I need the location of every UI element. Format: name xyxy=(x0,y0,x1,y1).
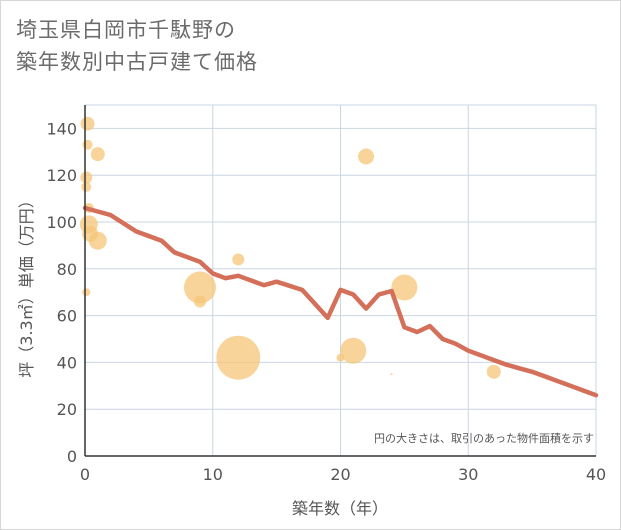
scatter-point xyxy=(340,337,367,364)
scatter-point xyxy=(193,295,206,308)
scatter-point xyxy=(82,139,93,150)
axis-layer: 0 20 40 60 80 100 120 140 0 10 20 30 40 xyxy=(46,105,606,484)
y-tick-label: 60 xyxy=(57,307,77,326)
scatter-point xyxy=(486,364,501,379)
y-tick-label: 100 xyxy=(46,213,77,232)
x-tick-label: 10 xyxy=(203,465,223,484)
y-tick-label: 140 xyxy=(46,119,77,138)
scatter-point xyxy=(88,231,107,250)
scatter-point xyxy=(358,148,375,165)
y-tick-label: 120 xyxy=(46,166,77,185)
title-line-2: 築年数別中古戸建て価格 xyxy=(16,50,258,74)
scatter-point xyxy=(232,253,245,266)
title-line-1: 埼玉県白岡市千駄野の xyxy=(16,18,236,42)
scatter-point xyxy=(80,171,93,184)
x-tick-label: 0 xyxy=(80,465,90,484)
scatter-point xyxy=(82,288,91,297)
line-layer xyxy=(82,205,599,398)
scatter-point xyxy=(80,116,95,131)
bubble-size-note: 円の大きさは、取引のあった物件面積を示す xyxy=(374,431,594,445)
x-tick-label: 40 xyxy=(586,465,606,484)
y-tick-label: 40 xyxy=(57,353,77,372)
x-tick-label: 20 xyxy=(330,465,350,484)
chart-title: 埼玉県白岡市千駄野の 築年数別中古戸建て価格 xyxy=(16,14,258,78)
scatter-point xyxy=(216,335,261,380)
y-tick-label: 20 xyxy=(57,400,77,419)
y-axis-label: 坪（3.3㎡）単価（万円） xyxy=(17,192,36,377)
bubble-layer xyxy=(79,116,501,380)
scatter-point xyxy=(390,373,393,376)
x-tick-label: 30 xyxy=(458,465,478,484)
scatter-point xyxy=(81,181,92,192)
scatter-point xyxy=(183,271,216,304)
y-tick-label: 0 xyxy=(67,447,77,466)
x-axis-label: 築年数（年） xyxy=(292,499,388,518)
scatter-point xyxy=(391,274,418,301)
y-tick-label: 80 xyxy=(57,260,77,279)
average-price-line xyxy=(82,205,599,398)
grid-layer xyxy=(84,104,597,457)
scatter-point xyxy=(90,147,105,162)
